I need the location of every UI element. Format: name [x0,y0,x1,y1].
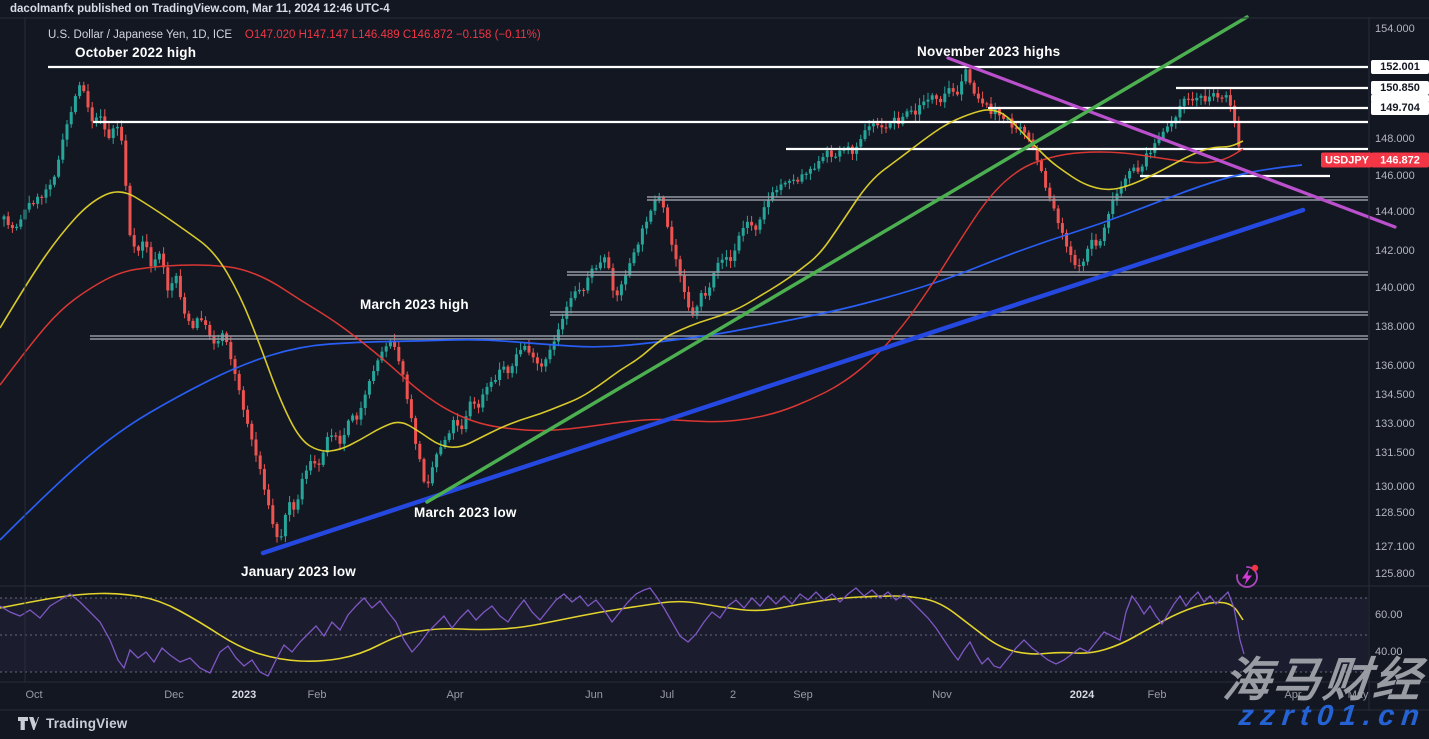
annotation-november-2023-highs: November 2023 highs [917,44,1061,59]
price-level-label-box: 152.001 [1371,60,1429,74]
time-tick-label[interactable]: Jun [585,689,603,701]
time-tick-label[interactable]: Feb [1147,689,1167,701]
annotation-march-2023-high: March 2023 high [360,297,469,312]
rsi-tick-label: 60.00 [1375,609,1403,621]
annotation-january-2023-low: January 2023 low [241,564,357,579]
ohlc-values: O147.020 H147.147 L146.489 C146.872 −0.1… [244,29,541,41]
price-tick-label: 125.800 [1375,568,1415,580]
time-tick-label[interactable]: Oct [25,689,43,701]
time-tick-label[interactable]: Sep [793,689,813,701]
time-tick-label[interactable]: Dec [164,689,184,701]
price-tick-label: 144.000 [1375,206,1415,218]
time-tick-label[interactable]: Jul [659,689,675,701]
watermark-site-url: zzrt01.cn [1237,700,1428,732]
annotation-march-2023-low: March 2023 low [414,505,517,520]
annotation-october-2022-high: October 2022 high [75,45,197,60]
symbol-legend[interactable]: U.S. Dollar / Japanese Yen, 1D, ICE O147… [48,29,541,41]
time-tick-label[interactable]: Feb [307,689,327,701]
price-level-label-box: 150.850 [1371,81,1429,95]
time-tick-label[interactable]: Apr [446,689,464,701]
price-tick-label: 131.500 [1375,447,1415,459]
rsi-tick-label: 40.00 [1375,646,1403,658]
time-tick-label[interactable]: 2024 [1069,689,1095,701]
time-tick-label[interactable]: Nov [932,689,952,701]
price-tick-label: 134.500 [1375,389,1415,401]
price-tick-label: 130.000 [1375,481,1415,493]
price-tick-label: 146.000 [1375,170,1415,182]
time-tick-label[interactable]: 2023 [231,689,257,701]
time-tick-label[interactable]: May [1347,689,1369,701]
price-tick-label: 138.000 [1375,321,1415,333]
price-tick-label: 136.000 [1375,360,1415,372]
price-tick-label: 148.000 [1375,133,1415,145]
tradingview-brand-text: TradingView [46,716,128,731]
price-tick-label: 140.000 [1375,282,1415,294]
price-tick-label: 142.000 [1375,245,1415,257]
price-label-partially-hidden [1371,95,1429,102]
last-price-label: 146.872 [1371,152,1429,168]
price-tick-label: 133.000 [1375,418,1415,430]
price-tick-label: 127.100 [1375,541,1415,553]
price-tick-label: 154.000 [1375,23,1415,35]
attribution-text: dacolmanfx published on TradingView.com,… [10,3,390,15]
alert-lightning-icon[interactable] [1236,564,1259,588]
symbol-badge: USDJPY [1321,152,1372,168]
time-tick-label[interactable]: 2 [729,689,737,701]
tradingview-footer[interactable]: TradingView [18,716,127,731]
symbol-title: U.S. Dollar / Japanese Yen, 1D, ICE [48,29,233,41]
tradingview-logo-icon [18,717,39,730]
price-tick-label: 128.500 [1375,507,1415,519]
time-tick-label[interactable]: Apr [1284,689,1302,701]
price-level-label-box: 149.704 [1371,101,1429,115]
